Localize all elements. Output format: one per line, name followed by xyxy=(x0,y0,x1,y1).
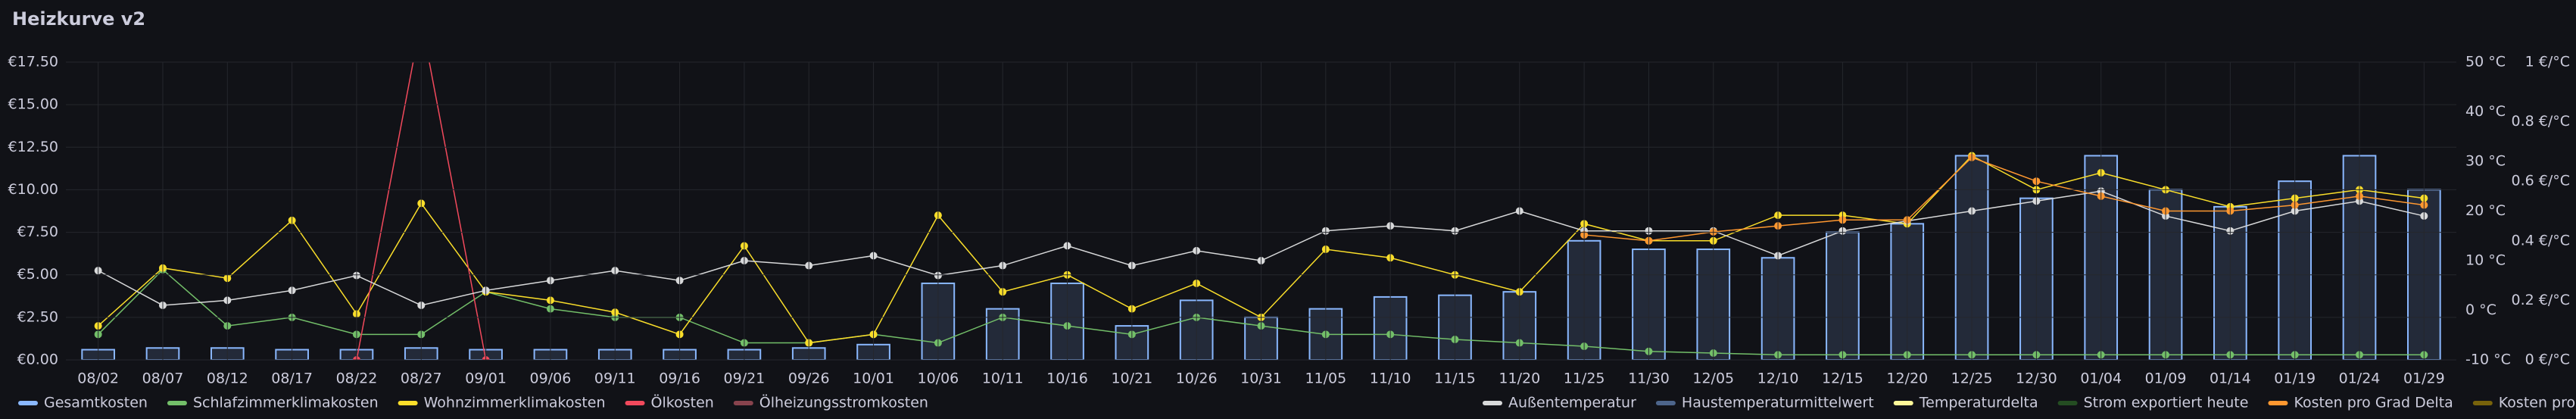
x-tick-label: 10/16 xyxy=(1046,371,1088,387)
legend-swatch xyxy=(2057,401,2078,405)
x-tick-label: 08/07 xyxy=(142,371,184,387)
x-tick-label: 10/26 xyxy=(1176,371,1218,387)
legend-swatch xyxy=(733,401,753,405)
y3-tick-label: 0.6 €/°C xyxy=(2511,173,2570,189)
y2-tick-label: -10 °C xyxy=(2465,352,2511,368)
y2-tick-label: 40 °C xyxy=(2465,103,2506,120)
x-tick-label: 10/21 xyxy=(1111,371,1152,387)
legend-swatch xyxy=(2268,401,2288,405)
x-tick-label: 01/14 xyxy=(2210,371,2251,387)
x-tick-label: 01/19 xyxy=(2274,371,2316,387)
x-tick-label: 12/10 xyxy=(1757,371,1799,387)
x-tick-label: 12/25 xyxy=(1951,371,1993,387)
line xyxy=(1584,156,2425,242)
x-tick-label: 10/11 xyxy=(982,371,1024,387)
x-tick-label: 01/09 xyxy=(2145,371,2187,387)
x-tick-label: 10/31 xyxy=(1240,371,1282,387)
y-tick-label: €17.50 xyxy=(8,54,58,70)
legend-label[interactable]: Außentemperatur xyxy=(1508,395,1636,411)
legend-label[interactable]: Gesamtkosten xyxy=(44,395,148,411)
y3-tick-label: 0.4 €/°C xyxy=(2511,232,2570,249)
legend-label[interactable]: Ölheizungsstromkosten xyxy=(759,394,928,411)
x-tick-label: 10/06 xyxy=(917,371,959,387)
x-tick-label: 12/15 xyxy=(1822,371,1863,387)
legend-label[interactable]: Wohnzimmerklimakosten xyxy=(424,395,606,411)
y3-tick-label: 0.2 €/°C xyxy=(2511,292,2570,308)
x-tick-label: 12/20 xyxy=(1886,371,1928,387)
x-tick-label: 01/29 xyxy=(2403,371,2445,387)
x-tick-label: 12/30 xyxy=(2016,371,2057,387)
x-tick-label: 12/05 xyxy=(1692,371,1734,387)
chart-title: Heizkurve v2 xyxy=(12,8,145,30)
x-tick-label: 09/21 xyxy=(724,371,766,387)
x-tick-label: 09/26 xyxy=(788,371,830,387)
y-tick-label: €5.00 xyxy=(17,266,58,283)
x-tick-label: 08/17 xyxy=(271,371,313,387)
legend-swatch xyxy=(398,401,418,405)
y-tick-label: €12.50 xyxy=(8,139,58,155)
legend-swatch xyxy=(625,401,645,405)
x-tick-label: 08/12 xyxy=(207,371,248,387)
legend-swatch xyxy=(18,401,38,405)
x-tick-label: 09/01 xyxy=(465,371,507,387)
x-tick-label: 01/24 xyxy=(2339,371,2381,387)
y2-tick-label: 0 °C xyxy=(2465,302,2496,318)
point xyxy=(417,16,425,23)
y-tick-label: €15.00 xyxy=(8,96,58,113)
legend-label[interactable]: Schlafzimmerklimakosten xyxy=(193,395,379,411)
legend-swatch xyxy=(1893,401,1913,405)
legend-swatch xyxy=(1483,401,1502,405)
x-tick-label: 01/04 xyxy=(2080,371,2122,387)
x-tick-label: 09/11 xyxy=(594,371,636,387)
x-tick-label: 11/25 xyxy=(1564,371,1605,387)
x-tick-label: 11/20 xyxy=(1499,371,1540,387)
y-tick-label: €7.50 xyxy=(17,224,58,240)
x-tick-label: 11/15 xyxy=(1434,371,1476,387)
legend-label[interactable]: Strom exportiert heute xyxy=(2084,395,2249,411)
x-tick-label: 11/30 xyxy=(1628,371,1670,387)
legend-label[interactable]: Kosten pro Grad Delta (old) xyxy=(2499,395,2576,411)
y2-tick-label: 50 °C xyxy=(2465,54,2506,70)
x-tick-label: 10/01 xyxy=(853,371,894,387)
y-tick-label: €2.50 xyxy=(17,308,58,325)
y2-tick-label: 10 °C xyxy=(2465,252,2506,269)
legend-swatch xyxy=(2472,401,2493,405)
x-tick-label: 11/10 xyxy=(1370,371,1411,387)
legend-label[interactable]: Haustemperaturmittelwert xyxy=(1682,395,1874,411)
x-tick-label: 09/06 xyxy=(530,371,572,387)
legend-label[interactable]: Kosten pro Grad Delta xyxy=(2294,395,2453,411)
legend-label[interactable]: Temperaturdelta xyxy=(1919,395,2038,411)
legend-swatch xyxy=(167,401,187,405)
line xyxy=(356,62,487,360)
legend-label[interactable]: Ölkosten xyxy=(651,394,714,411)
x-tick-label: 11/05 xyxy=(1305,371,1346,387)
y-tick-label: €10.00 xyxy=(8,181,58,198)
x-tick-label: 08/27 xyxy=(401,371,442,387)
y2-tick-label: 20 °C xyxy=(2465,202,2506,219)
legend-swatch xyxy=(1655,401,1676,405)
x-tick-label: 08/22 xyxy=(336,371,378,387)
y2-tick-label: 30 °C xyxy=(2465,153,2506,170)
x-tick-label: 08/02 xyxy=(77,371,119,387)
y3-tick-label: 1 €/°C xyxy=(2525,54,2570,70)
x-tick-label: 09/16 xyxy=(659,371,700,387)
y-tick-label: €0.00 xyxy=(17,352,58,368)
y3-tick-label: 0.8 €/°C xyxy=(2511,113,2570,130)
y3-tick-label: 0 €/°C xyxy=(2525,352,2570,368)
